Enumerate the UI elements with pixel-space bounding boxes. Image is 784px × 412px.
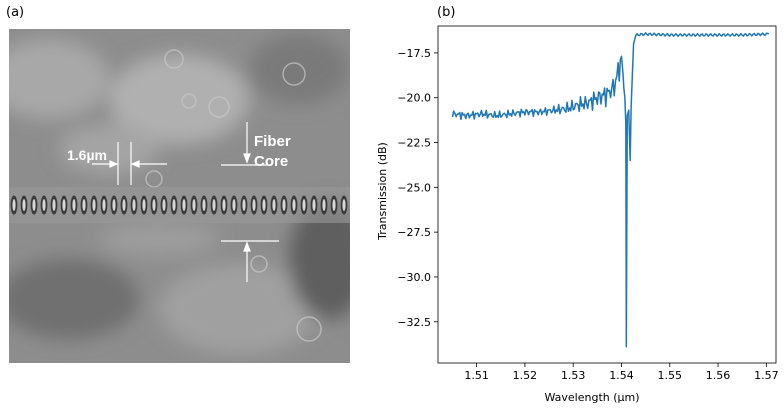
x-axis-title: Wavelength (µm): [544, 391, 639, 404]
panel-label-b: (b): [437, 5, 456, 20]
grating-highlight: [202, 199, 206, 211]
grating-highlight: [12, 199, 16, 211]
fiber-label: Fiber: [254, 133, 291, 150]
grating-highlight: [232, 199, 236, 211]
grating-highlight: [82, 199, 86, 211]
grating-highlight: [312, 199, 316, 211]
grating-highlight: [132, 199, 136, 211]
grating-highlight: [52, 199, 56, 211]
grating-highlight: [342, 199, 346, 211]
core-label: Core: [254, 153, 288, 170]
grating-highlight: [152, 199, 156, 211]
grating-highlight: [142, 199, 146, 211]
grating-highlight: [332, 199, 336, 211]
x-tick-label: 1.56: [706, 369, 731, 382]
y-tick-label: −22.5: [397, 137, 431, 150]
plot-series: [451, 32, 770, 348]
grating-pattern: [10, 195, 348, 215]
grating-highlight: [302, 199, 306, 211]
x-tick-label: 1.52: [513, 369, 538, 382]
grating-highlight: [182, 199, 186, 211]
grating-highlight: [222, 199, 226, 211]
transmission-line: [451, 32, 770, 348]
x-tick-label: 1.55: [658, 369, 683, 382]
plot-frame: [437, 25, 777, 364]
x-tick-label: 1.57: [754, 369, 779, 382]
grating-highlight: [282, 199, 286, 211]
grating-highlight: [42, 199, 46, 211]
grating-highlight: [292, 199, 296, 211]
grating-highlight: [322, 199, 326, 211]
x-tick-label: 1.51: [464, 369, 489, 382]
y-tick-label: −30.0: [397, 271, 431, 284]
y-tick-label: −27.5: [397, 226, 431, 239]
grating-highlight: [112, 199, 116, 211]
y-tick-label: −25.0: [397, 181, 431, 194]
x-tick-label: 1.54: [609, 369, 634, 382]
grating-highlight: [212, 199, 216, 211]
y-axis-title: Transmission (dB): [376, 142, 389, 241]
gap-width-label: 1.6µm: [67, 147, 107, 163]
grating-highlight: [192, 199, 196, 211]
y-tick-label: −32.5: [397, 316, 431, 329]
grating-highlight: [92, 199, 96, 211]
plot-ticks: 1.51 1.52 1.53 1.54 1.55 1.56 1.57 −17.5 −20.0 −2…: [397, 47, 778, 382]
grating-highlight: [172, 199, 176, 211]
fiber-micrograph: 1.6µm Fiber Core: [9, 29, 350, 363]
transmission-chart: Transmission (dB) Wavelength (µm) 1.51 1.…: [376, 25, 779, 404]
grating-highlight: [162, 199, 166, 211]
grating-highlight: [242, 199, 246, 211]
grating-highlight: [72, 199, 76, 211]
grating-highlight: [252, 199, 256, 211]
grating-highlight: [62, 199, 66, 211]
plot-axes: [437, 25, 777, 364]
y-tick-label: −17.5: [397, 47, 431, 60]
x-tick-label: 1.53: [561, 369, 586, 382]
grating-highlight: [22, 199, 26, 211]
grating-highlight: [122, 199, 126, 211]
grating-highlight: [102, 199, 106, 211]
y-tick-label: −20.0: [397, 92, 431, 105]
panel-label-a: (a): [6, 5, 25, 20]
grating-highlight: [272, 199, 276, 211]
grating-highlight: [32, 199, 36, 211]
grating-highlight: [262, 199, 266, 211]
